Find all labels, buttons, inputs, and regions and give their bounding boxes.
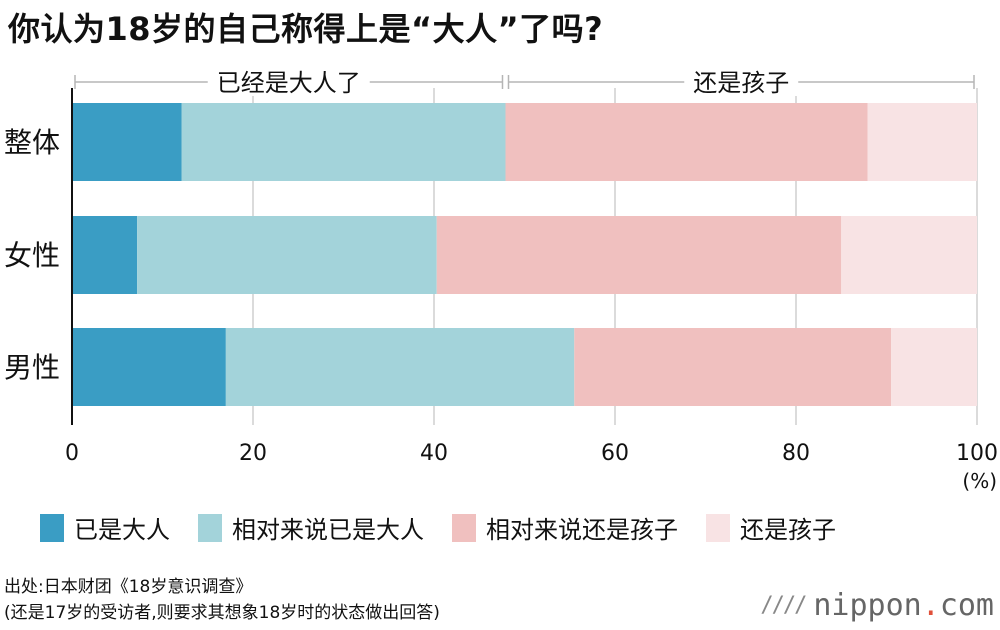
- legend-swatch-1: [198, 514, 222, 542]
- x-tick-label-60: 60: [601, 441, 629, 466]
- bar-0-series-1: [182, 103, 506, 181]
- bar-1-series-0: [72, 216, 137, 294]
- bar-2-series-1: [226, 328, 574, 406]
- x-tick-label-0: 0: [65, 441, 79, 466]
- nippon-logo: //// nippon. com: [760, 588, 994, 623]
- legend-swatch-3: [706, 514, 730, 542]
- bar-0-series-3: [867, 103, 977, 181]
- logo-slashes: ////: [760, 593, 805, 618]
- legend-label-0: 已是大人: [74, 516, 170, 544]
- category-label-0: 整体: [4, 126, 60, 159]
- legend-label-3: 还是孩子: [740, 516, 836, 544]
- group-label-1: 还是孩子: [693, 69, 789, 97]
- legend-swatch-2: [452, 514, 476, 542]
- source-note: 出处:日本财团《18岁意识调查》: [4, 572, 252, 597]
- x-tick-label-20: 20: [239, 441, 267, 466]
- logo-tld: com: [940, 588, 994, 623]
- survey-note: (还是17岁的受访者,则要求其想象18岁时的状态做出回答): [4, 598, 440, 623]
- bar-1-series-2: [437, 216, 842, 294]
- bar-0-series-0: [72, 103, 182, 181]
- category-label-1: 女性: [4, 239, 60, 272]
- x-tick-label-100: 100: [956, 441, 998, 466]
- bar-2-series-3: [891, 328, 977, 406]
- x-tick-label-80: 80: [782, 441, 810, 466]
- legend-label-1: 相对来说已是大人: [232, 516, 424, 544]
- bar-2-series-2: [574, 328, 891, 406]
- legend-swatch-0: [40, 514, 64, 542]
- logo-dot: .: [922, 588, 940, 623]
- x-unit-label: (%): [962, 469, 997, 493]
- x-tick-label-40: 40: [420, 441, 448, 466]
- category-label-2: 男性: [4, 351, 60, 384]
- legend-label-2: 相对来说还是孩子: [486, 516, 678, 544]
- group-label-0: 已经是大人了: [217, 69, 361, 97]
- bar-0-series-2: [505, 103, 867, 181]
- bar-1-series-1: [137, 216, 437, 294]
- bar-2-series-0: [72, 328, 226, 406]
- logo-name: nippon: [813, 588, 921, 623]
- bar-1-series-3: [841, 216, 977, 294]
